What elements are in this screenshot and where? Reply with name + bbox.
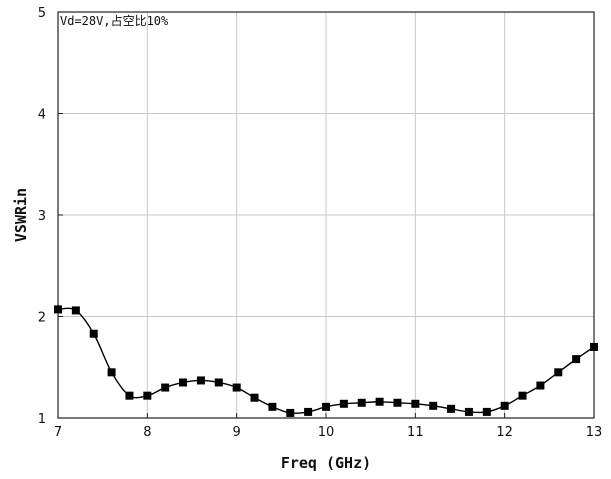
y-tick-label: 5	[38, 6, 46, 21]
data-point-marker	[536, 381, 545, 390]
data-point-marker	[339, 399, 348, 408]
data-point-marker	[375, 397, 384, 406]
data-point-marker	[89, 329, 98, 338]
data-point-marker	[54, 305, 62, 314]
x-tick-label: 8	[143, 425, 151, 440]
data-point-marker	[429, 401, 438, 410]
data-point-marker	[161, 383, 170, 392]
data-point-marker	[143, 391, 152, 400]
chart-annotation: Vd=28V,占空比10%	[60, 13, 169, 28]
data-point-marker	[482, 407, 491, 416]
data-point-marker	[518, 391, 527, 400]
data-point-marker	[71, 306, 80, 315]
data-point-marker	[554, 368, 563, 377]
y-tick-label: 4	[38, 108, 46, 123]
data-point-marker	[590, 342, 598, 351]
data-point-marker	[304, 407, 313, 416]
x-tick-label: 12	[496, 425, 513, 440]
data-point-marker	[411, 399, 420, 408]
data-point-marker	[393, 398, 402, 407]
data-point-marker	[179, 378, 188, 387]
data-point-marker	[125, 391, 134, 400]
data-point-marker	[447, 404, 456, 413]
x-tick-label: 13	[586, 425, 603, 440]
data-point-marker	[268, 402, 277, 411]
y-tick-label: 3	[38, 209, 46, 224]
data-point-marker	[232, 383, 241, 392]
data-point-marker	[464, 407, 473, 416]
data-point-marker	[572, 355, 581, 364]
x-tick-label: 7	[54, 425, 62, 440]
data-point-marker	[286, 408, 295, 417]
data-point-marker	[214, 378, 223, 387]
y-tick-label: 2	[38, 311, 46, 326]
data-point-marker	[500, 401, 509, 410]
x-axis-title: Freq (GHz)	[281, 454, 371, 472]
data-point-marker	[357, 398, 366, 407]
y-axis-title: VSWRin	[12, 188, 30, 242]
data-point-marker	[196, 376, 205, 385]
x-tick-label: 9	[233, 425, 241, 440]
x-tick-label: 10	[318, 425, 335, 440]
data-point-marker	[322, 402, 330, 411]
x-axis-ticks: 7 8 9 10 11 12 13	[54, 413, 602, 440]
y-axis-ticks: 1 2 3 4 5	[38, 6, 63, 427]
series-layer	[54, 305, 598, 417]
x-tick-label: 11	[407, 425, 424, 440]
data-point-marker	[107, 368, 116, 377]
y-tick-label: 1	[38, 412, 46, 427]
data-point-marker	[250, 393, 259, 402]
